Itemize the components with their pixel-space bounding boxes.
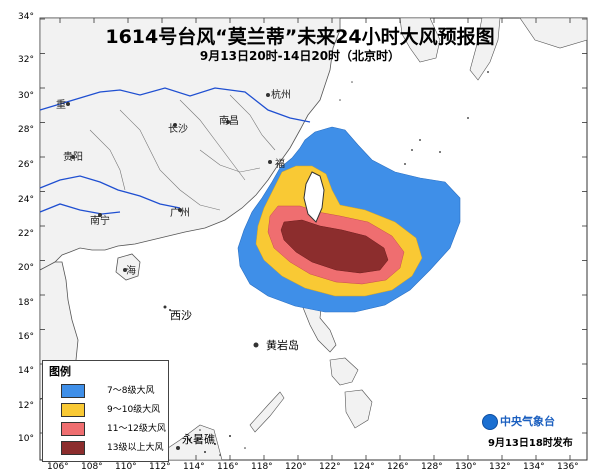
lon-label: 118° [251, 462, 273, 472]
korea-land [399, 17, 441, 63]
place-label-fu: 福 [275, 159, 285, 170]
lat-label: 32° [18, 55, 34, 65]
place-label-guiyang: 贵阳 [63, 152, 83, 163]
lon-label: 120° [285, 462, 307, 472]
lon-label: 134° [523, 462, 545, 472]
map-title: 1614号台风“莫兰蒂”未来24小时大风预报图 [105, 26, 495, 48]
lon-label: 116° [217, 462, 239, 472]
issuer-time: 9月13日18时发布 [488, 438, 573, 449]
place-label-huangyandao: 黄岩岛 [266, 339, 299, 352]
issuer-block: 中央气象台 9月13日18时发布 [482, 412, 582, 450]
lat-label: 24° [18, 195, 34, 205]
place-label-yongshujiao: 永暑礁 [182, 433, 215, 446]
place-label-nanning: 南宁 [90, 216, 110, 227]
issuer-name: 中央气象台 [500, 415, 555, 428]
legend-label: 7～8级大风 [107, 386, 155, 396]
place-label-chong: 重 [56, 100, 66, 111]
legend-label: 11～12级大风 [107, 424, 166, 434]
legend-swatch [61, 384, 85, 398]
taiwan-island [303, 171, 325, 223]
legend-swatch [61, 422, 85, 436]
map-subtitle: 9月13日20时-14日20时（北京时） [199, 49, 401, 63]
legend-swatch [61, 441, 85, 455]
legend-title: 图例 [49, 365, 71, 378]
border-lines [39, 87, 311, 215]
legend-box: 图例 7～8级大风 9～10级大风 11～12级大风 13级以上大风 [42, 360, 169, 462]
place-label-nanchang: 南昌 [219, 116, 239, 127]
lon-label: 132° [489, 462, 511, 472]
lon-label: 114° [183, 462, 205, 472]
lon-label: 124° [353, 462, 375, 472]
scs-islands [163, 305, 259, 456]
lon-label: 108° [81, 462, 103, 472]
city-dots [66, 93, 272, 272]
place-label-guangzhou: 广州 [170, 208, 190, 219]
legend-label: 9～10级大风 [107, 405, 161, 415]
lat-label: 18° [18, 298, 34, 308]
lat-label: 26° [18, 160, 34, 170]
lon-label: 110° [115, 462, 137, 472]
mainland-land [39, 17, 341, 271]
lon-label: 128° [421, 462, 443, 472]
lon-label: 112° [149, 462, 171, 472]
legend-label: 13级以上大风 [107, 443, 164, 453]
lat-label: 30° [18, 91, 34, 101]
palawan-land [249, 391, 285, 433]
cma-logo-icon [482, 414, 498, 430]
lat-label: 22° [18, 229, 34, 239]
lat-label: 16° [18, 332, 34, 342]
japan-land [469, 17, 588, 81]
lat-label: 10° [18, 434, 34, 444]
lon-label: 122° [319, 462, 341, 472]
place-label-xisha: 西沙 [170, 309, 192, 322]
visayas-land [329, 357, 373, 429]
lon-label: 126° [387, 462, 409, 472]
province-lines [89, 94, 276, 211]
lon-label: 136° [557, 462, 579, 472]
place-label-hangzhou: 杭州 [271, 90, 291, 101]
wind-zone-13-plus [280, 219, 389, 274]
lon-label: 130° [455, 462, 477, 472]
lat-label: 12° [18, 401, 34, 411]
lat-label: 20° [18, 263, 34, 273]
lat-label: 14° [18, 366, 34, 376]
legend-swatch [61, 403, 85, 417]
hainan-island [115, 253, 141, 281]
lat-label: 34° [18, 12, 34, 22]
lat-label: 28° [18, 125, 34, 135]
place-label-changsha: 长沙 [168, 124, 188, 135]
place-label-hai: 海 [126, 266, 136, 277]
lon-label: 106° [47, 462, 69, 472]
pacific-islands [339, 71, 489, 165]
